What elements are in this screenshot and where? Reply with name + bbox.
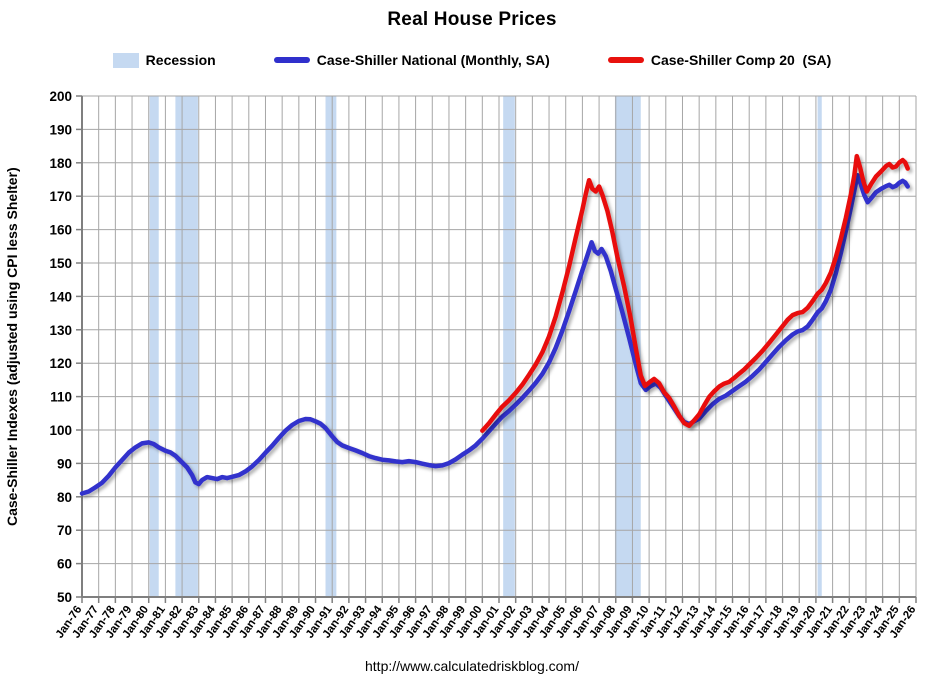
- legend: Recession Case-Shiller National (Monthly…: [0, 52, 944, 68]
- svg-text:150: 150: [49, 256, 72, 271]
- comp20-line-swatch: [607, 57, 644, 63]
- page-title: Real House Prices: [387, 9, 557, 30]
- svg-text:110: 110: [50, 390, 72, 405]
- svg-text:60: 60: [57, 557, 72, 572]
- footer-link[interactable]: http://www.calculatedriskblog.com/: [365, 658, 579, 674]
- national-line-swatch: [273, 57, 310, 63]
- svg-text:160: 160: [49, 223, 72, 238]
- legend-item-national: Case-Shiller National (Monthly, SA): [273, 52, 550, 68]
- legend-item-comp20: Case-Shiller Comp 20 (SA): [607, 52, 832, 68]
- svg-text:180: 180: [49, 156, 72, 171]
- svg-text:140: 140: [49, 289, 72, 304]
- svg-text:70: 70: [57, 523, 72, 538]
- legend-item-recession: Recession: [112, 52, 216, 68]
- svg-text:200: 200: [49, 89, 72, 104]
- svg-text:90: 90: [57, 456, 72, 471]
- svg-text:50: 50: [57, 590, 72, 605]
- svg-text:170: 170: [49, 189, 72, 204]
- legend-label-comp20: Case-Shiller Comp 20 (SA): [650, 52, 832, 68]
- legend-label-recession: Recession: [145, 52, 216, 68]
- svg-text:100: 100: [49, 423, 72, 438]
- svg-text:130: 130: [49, 323, 72, 338]
- legend-label-national: Case-Shiller National (Monthly, SA): [316, 52, 550, 68]
- recession-swatch: [112, 52, 139, 68]
- svg-text:80: 80: [57, 490, 72, 505]
- svg-text:190: 190: [49, 122, 72, 137]
- svg-text:120: 120: [49, 356, 72, 371]
- y-axis-title: Case-Shiller Indexes (adjusted using CPI…: [4, 167, 20, 526]
